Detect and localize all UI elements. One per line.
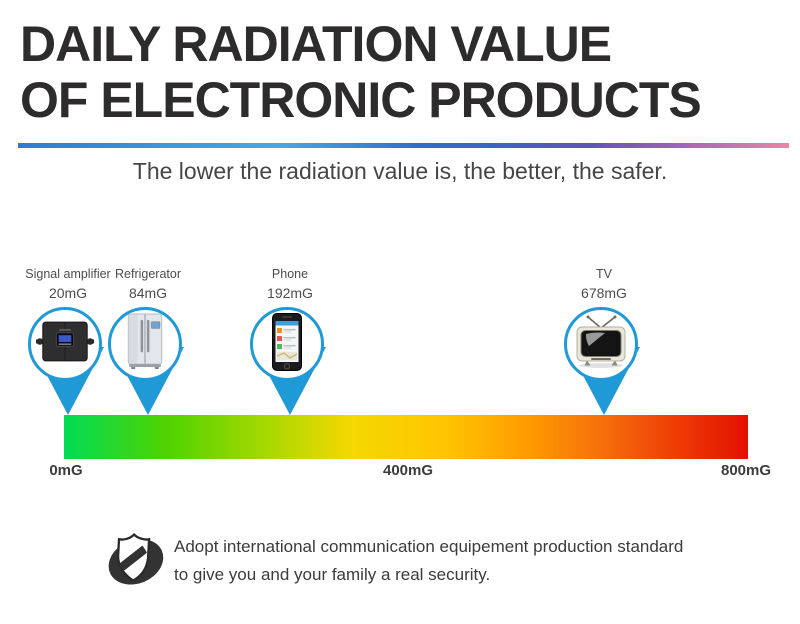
footer-text-line2: to give you and your family a real secur… (174, 565, 491, 584)
page-title: DAILY RADIATION VALUE OF ELECTRONIC PROD… (20, 16, 702, 128)
shield-icon (104, 528, 166, 595)
pin-circle (28, 307, 102, 381)
marker-value: 84mG (128, 285, 168, 301)
marker-label: Refrigerator (115, 267, 181, 281)
pin-circle (250, 307, 324, 381)
marker-refrigerator: Refrigerator 84mG (83, 265, 213, 417)
tv-icon (573, 315, 629, 373)
marker-phone: Phone 192mG (225, 265, 355, 417)
footer-note: Adopt international communication equipe… (104, 528, 683, 595)
footer-text-line1: Adopt international communication equipe… (174, 537, 684, 556)
scale-label-mid: 400mG (382, 462, 434, 479)
map-pin (28, 307, 108, 417)
divider-gradient-stripe (18, 143, 789, 148)
signal-amplifier-icon (36, 319, 94, 369)
marker-value: 20mG (48, 285, 88, 301)
pin-circle (108, 307, 182, 381)
marker-tv: TV 678mG (539, 265, 669, 417)
radiation-gradient-bar (64, 415, 748, 459)
radiation-scale-chart: Signal amplifier 20mG (0, 265, 800, 485)
marker-value: 192mG (267, 285, 313, 301)
pin-circle (564, 307, 638, 381)
page-title-line2: OF ELECTRONIC PRODUCTS (20, 72, 702, 128)
marker-label: Phone (271, 267, 309, 281)
map-pin (564, 307, 644, 417)
scale-label-max: 800mG (720, 462, 772, 479)
phone-icon (272, 312, 302, 376)
marker-label: TV (596, 267, 612, 281)
marker-label: Signal amplifier (25, 267, 111, 281)
marker-value: 678mG (581, 285, 627, 301)
map-pin (108, 307, 188, 417)
refrigerator-icon (125, 313, 165, 375)
footer-text: Adopt international communication equipe… (174, 528, 683, 595)
marker-signal-amplifier: Signal amplifier 20mG (3, 265, 133, 417)
subtitle: The lower the radiation value is, the be… (132, 158, 668, 184)
scale-label-min: 0mG (49, 462, 83, 479)
map-pin (250, 307, 330, 417)
page-title-line1: DAILY RADIATION VALUE (20, 16, 612, 72)
